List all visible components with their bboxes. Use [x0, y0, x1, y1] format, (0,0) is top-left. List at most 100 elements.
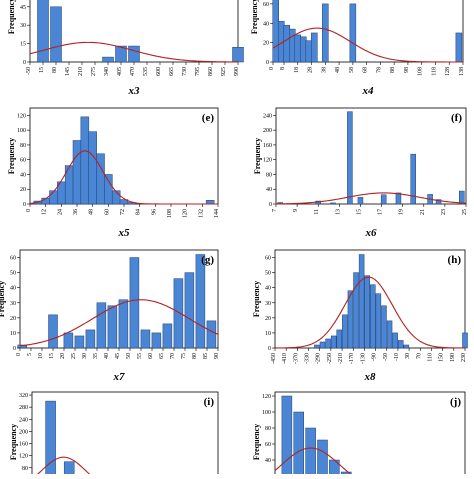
x-tick-label: -170	[349, 353, 355, 364]
bar	[140, 329, 151, 349]
y-tick-label: 40	[266, 187, 272, 193]
x-tick-label: 145	[65, 67, 71, 76]
y-tick-label: 20	[20, 187, 26, 193]
bar	[232, 47, 244, 63]
x-tick-label: 15	[356, 209, 362, 215]
x-tick-label: -90	[372, 353, 378, 361]
bar	[380, 194, 387, 205]
x-tick-label: 108	[167, 209, 173, 218]
bar	[403, 344, 410, 349]
y-tick-label: 20	[10, 316, 16, 322]
x-tick-label: 38	[321, 67, 327, 73]
normal-curve	[272, 27, 463, 63]
bar	[49, 190, 58, 205]
bar	[205, 200, 215, 205]
y-tick-label: 0	[13, 346, 16, 352]
x-tick-label: 72	[120, 209, 126, 215]
bar	[111, 190, 121, 205]
x-tick-label: 0	[26, 209, 32, 212]
x-tick-label: 18	[294, 67, 300, 73]
panel-label: (e)	[202, 112, 215, 124]
bar	[410, 153, 416, 205]
bar	[37, 0, 49, 63]
bar	[435, 199, 442, 205]
x-tick-label: 9	[293, 209, 299, 212]
x-axis-label: x8	[364, 371, 377, 383]
x-tick-label: 85	[203, 353, 209, 359]
y-tick-label: 10	[265, 331, 271, 337]
x-tick-label: 470	[130, 67, 136, 76]
bar	[364, 275, 370, 349]
x-tick-label: 21	[420, 209, 426, 215]
bar	[317, 439, 328, 479]
x-tick-label: 20	[60, 353, 66, 359]
x-tick-label: 65	[159, 353, 165, 359]
y-tick-label: 30	[20, 23, 26, 29]
y-tick-label: 100	[17, 128, 26, 134]
normal-curve	[275, 192, 467, 205]
y-tick-label: 240	[263, 113, 272, 119]
x-tick-label: -130	[360, 353, 366, 364]
x-tick-label: 13	[335, 209, 341, 215]
x-tick-label: 40	[104, 353, 110, 359]
y-tick-label: 50	[265, 271, 271, 277]
x-tick-label: 60	[104, 209, 110, 215]
x-tick-label: -50	[26, 67, 32, 75]
bar	[357, 197, 364, 205]
y-tick-label: 60	[20, 158, 26, 164]
y-tick-label: 120	[17, 113, 26, 119]
bar	[104, 174, 113, 205]
x-tick-label: -250	[327, 353, 333, 364]
bar	[314, 344, 320, 349]
y-tick-label: 200	[19, 429, 28, 435]
x-tick-label: 24	[57, 209, 63, 215]
x-tick-label: 108	[418, 67, 424, 76]
y-tick-label: 160	[263, 143, 272, 149]
x-tick-label: 96	[151, 209, 157, 215]
bar	[336, 329, 343, 349]
x-tick-label: 25	[71, 353, 77, 359]
y-tick-label: 80	[22, 466, 28, 472]
bar	[184, 272, 195, 349]
x-tick-label: 12	[42, 209, 48, 215]
x-tick-label: 78	[376, 67, 382, 73]
x-tick-label: 30	[405, 353, 411, 359]
y-tick-label: 200	[263, 128, 272, 134]
x-tick-label: 275	[91, 67, 97, 76]
y-tick-label: 10	[10, 331, 16, 337]
bar	[353, 272, 359, 349]
bar	[325, 338, 331, 349]
x-tick-label: 48	[89, 209, 95, 215]
x-axis-label: x3	[128, 85, 141, 97]
y-tick-label: 45	[20, 5, 26, 11]
x-tick-label: 25	[462, 209, 468, 215]
bar	[63, 461, 75, 479]
bar	[397, 340, 404, 349]
normal-curve	[19, 299, 219, 347]
histogram-panel-c: 0 15 30 45 -50 15 80 145 210 275 340 405 470 535 600 66…	[7, 0, 244, 97]
y-tick-label: 0	[23, 60, 26, 66]
y-axis-label: Frequency	[7, 138, 16, 174]
x-tick-label: 75	[181, 353, 187, 359]
x-tick-label: 600	[156, 67, 162, 76]
x-tick-label: 0	[16, 353, 22, 356]
y-axis-label: Frequency	[7, 0, 16, 34]
bar	[206, 320, 217, 349]
bar	[63, 332, 74, 349]
bar	[151, 332, 162, 349]
bar	[289, 28, 296, 63]
x-axis-label: x5	[118, 227, 131, 239]
bar	[293, 411, 304, 479]
y-tick-label: 30	[265, 301, 271, 307]
x-tick-label: 36	[73, 209, 79, 215]
x-tick-label: 128	[445, 67, 451, 76]
y-tick-label: 50	[10, 271, 16, 277]
bar	[347, 111, 353, 205]
x-tick-label: 535	[143, 67, 149, 76]
x-tick-label: 210	[78, 67, 84, 76]
normal-curve	[31, 456, 96, 479]
bar	[107, 305, 118, 349]
y-tick-label: 60	[10, 256, 16, 262]
y-axis-label: Frequency	[252, 424, 261, 460]
